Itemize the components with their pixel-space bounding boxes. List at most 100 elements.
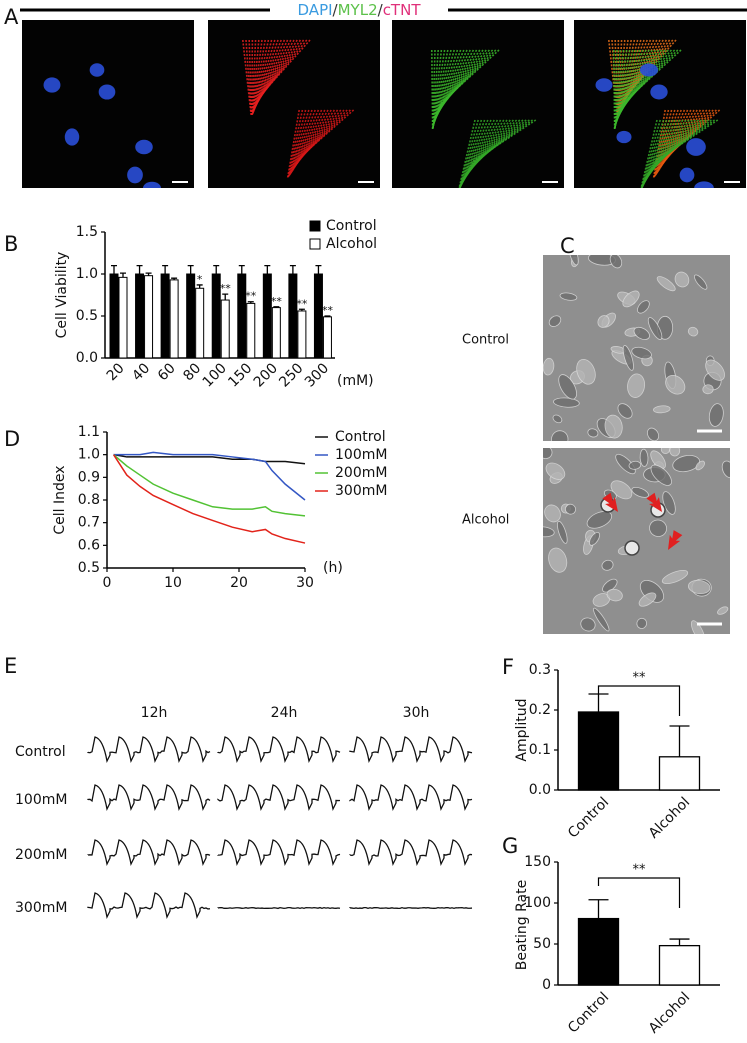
fiber bbox=[641, 119, 674, 188]
column-label: 24h bbox=[271, 705, 298, 721]
x-tick-label: 100 bbox=[200, 360, 230, 390]
y-tick-label: 0.1 bbox=[529, 742, 551, 758]
cell bbox=[650, 450, 666, 469]
fiber bbox=[621, 39, 661, 106]
fiber bbox=[286, 109, 300, 180]
fiber bbox=[645, 119, 697, 178]
error-bar bbox=[273, 306, 280, 308]
fiber bbox=[617, 39, 626, 115]
cell bbox=[690, 620, 705, 634]
fiber bbox=[253, 39, 286, 110]
significance: ** bbox=[271, 295, 283, 308]
fiber bbox=[242, 39, 252, 115]
fiber bbox=[252, 39, 273, 113]
y-tick-label: 0.0 bbox=[529, 782, 551, 798]
bar bbox=[169, 279, 179, 359]
legend-label: Control bbox=[326, 218, 377, 234]
cell bbox=[615, 453, 636, 475]
trace bbox=[217, 906, 341, 910]
fiber bbox=[616, 39, 620, 116]
x-tick-label: 300 bbox=[302, 360, 332, 390]
y-axis-label: Cell Index bbox=[52, 465, 68, 534]
fiber bbox=[654, 119, 719, 162]
cell bbox=[672, 454, 701, 473]
fiber bbox=[251, 39, 266, 115]
y-tick-label: 0.5 bbox=[78, 560, 100, 576]
fiber bbox=[462, 119, 508, 182]
fiber bbox=[459, 119, 489, 188]
cell bbox=[544, 504, 561, 523]
bar bbox=[297, 310, 307, 359]
cell bbox=[721, 460, 730, 479]
error-bar bbox=[187, 264, 194, 274]
cell bbox=[687, 579, 711, 595]
error-bar bbox=[669, 725, 690, 757]
fiber bbox=[294, 109, 339, 167]
y-tick-label: 0 bbox=[542, 977, 551, 993]
nucleus bbox=[43, 77, 61, 93]
x-tick-label: Control bbox=[565, 794, 612, 841]
fiber bbox=[648, 119, 703, 174]
fiber bbox=[617, 39, 632, 115]
cell bbox=[597, 315, 610, 328]
cell bbox=[627, 373, 646, 398]
trace bbox=[349, 906, 473, 910]
line bbox=[113, 451, 306, 501]
cell bbox=[649, 519, 668, 537]
nucleus bbox=[686, 138, 706, 156]
fiber bbox=[624, 39, 674, 99]
fiber bbox=[640, 119, 665, 188]
x-tick-label: 0 bbox=[103, 575, 112, 591]
fiber bbox=[458, 119, 483, 188]
fiber bbox=[287, 109, 304, 179]
fiber bbox=[622, 39, 664, 104]
error-bar bbox=[315, 264, 322, 274]
cell bbox=[576, 358, 596, 385]
micrograph bbox=[543, 448, 730, 634]
row-label: 100mM bbox=[15, 792, 67, 808]
bar bbox=[288, 273, 298, 359]
fiber bbox=[300, 109, 355, 157]
micrograph bbox=[392, 20, 564, 188]
micrograph-content bbox=[431, 49, 537, 188]
fiber bbox=[611, 39, 619, 115]
fiber bbox=[661, 109, 708, 165]
significance: * bbox=[197, 273, 203, 286]
error-bar bbox=[247, 301, 254, 304]
nucleus bbox=[639, 63, 659, 77]
cell bbox=[564, 503, 577, 515]
round-cell bbox=[624, 540, 640, 556]
stain-label: MYL2 bbox=[338, 1, 378, 19]
panel-letter: C bbox=[560, 234, 575, 258]
cell bbox=[593, 607, 610, 632]
panel-letter: F bbox=[502, 655, 514, 679]
x-tick-label: 10 bbox=[164, 575, 182, 591]
cell bbox=[656, 276, 676, 292]
error-bar bbox=[111, 264, 117, 274]
nucleus bbox=[650, 84, 668, 100]
bar bbox=[658, 944, 701, 986]
y-tick-label: 0.2 bbox=[529, 702, 551, 718]
cell bbox=[705, 359, 725, 381]
bar bbox=[195, 287, 205, 359]
micrograph-content bbox=[543, 448, 730, 634]
fiber bbox=[472, 119, 537, 162]
fiber bbox=[621, 49, 682, 105]
panel-letter: B bbox=[4, 232, 18, 256]
fiber bbox=[641, 119, 671, 188]
fiber bbox=[290, 109, 323, 174]
fiber bbox=[245, 39, 253, 115]
error-bar bbox=[196, 284, 203, 289]
bar bbox=[322, 316, 332, 359]
cell bbox=[650, 464, 672, 486]
x-tick-label: 20 bbox=[104, 360, 128, 384]
cell bbox=[669, 448, 681, 457]
x-tick-label: Control bbox=[565, 989, 612, 1036]
stain-label: / bbox=[378, 1, 384, 19]
trace bbox=[87, 784, 211, 812]
fiber bbox=[299, 109, 351, 159]
cell bbox=[543, 526, 555, 538]
bar bbox=[577, 711, 620, 791]
cell bbox=[717, 606, 729, 615]
fiber bbox=[248, 39, 253, 115]
